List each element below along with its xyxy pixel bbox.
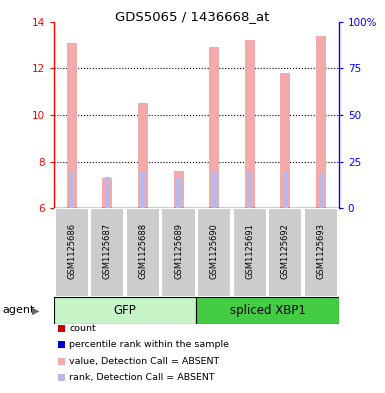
Bar <box>247 171 252 208</box>
Text: GSM1125692: GSM1125692 <box>281 223 290 279</box>
Bar <box>212 171 217 208</box>
Bar <box>90 208 124 297</box>
Bar <box>176 178 181 208</box>
Bar <box>318 173 323 208</box>
Text: percentile rank within the sample: percentile rank within the sample <box>69 340 229 349</box>
Text: GSM1125691: GSM1125691 <box>245 223 254 279</box>
Bar <box>102 178 112 208</box>
Text: count: count <box>69 324 96 332</box>
Bar <box>197 208 231 297</box>
Bar <box>280 73 290 208</box>
Bar <box>245 40 255 208</box>
Bar <box>233 208 267 297</box>
Text: ▶: ▶ <box>32 305 39 316</box>
Bar <box>304 208 338 297</box>
Bar <box>196 297 339 324</box>
Text: GSM1125689: GSM1125689 <box>174 223 183 279</box>
Text: GSM1125686: GSM1125686 <box>67 223 76 279</box>
Bar <box>268 208 303 297</box>
Text: value, Detection Call = ABSENT: value, Detection Call = ABSENT <box>69 357 219 365</box>
Bar <box>161 208 196 297</box>
Bar <box>209 47 219 208</box>
Bar <box>316 36 326 208</box>
Text: GSM1125693: GSM1125693 <box>316 223 325 279</box>
Bar <box>138 103 148 208</box>
Bar <box>141 171 146 208</box>
Bar <box>54 297 196 324</box>
Bar <box>67 42 77 208</box>
Bar <box>55 208 89 297</box>
Bar <box>69 171 74 208</box>
Text: spliced XBP1: spliced XBP1 <box>229 304 306 317</box>
Bar <box>126 208 160 297</box>
Text: GSM1125688: GSM1125688 <box>139 223 147 279</box>
Text: GSM1125690: GSM1125690 <box>210 223 219 279</box>
Text: rank, Detection Call = ABSENT: rank, Detection Call = ABSENT <box>69 373 215 382</box>
Bar <box>105 176 110 208</box>
Bar <box>174 171 184 208</box>
Text: GDS5065 / 1436668_at: GDS5065 / 1436668_at <box>116 10 270 23</box>
Text: GSM1125687: GSM1125687 <box>103 223 112 279</box>
Bar <box>283 171 288 208</box>
Text: agent: agent <box>2 305 34 316</box>
Text: GFP: GFP <box>114 304 137 317</box>
